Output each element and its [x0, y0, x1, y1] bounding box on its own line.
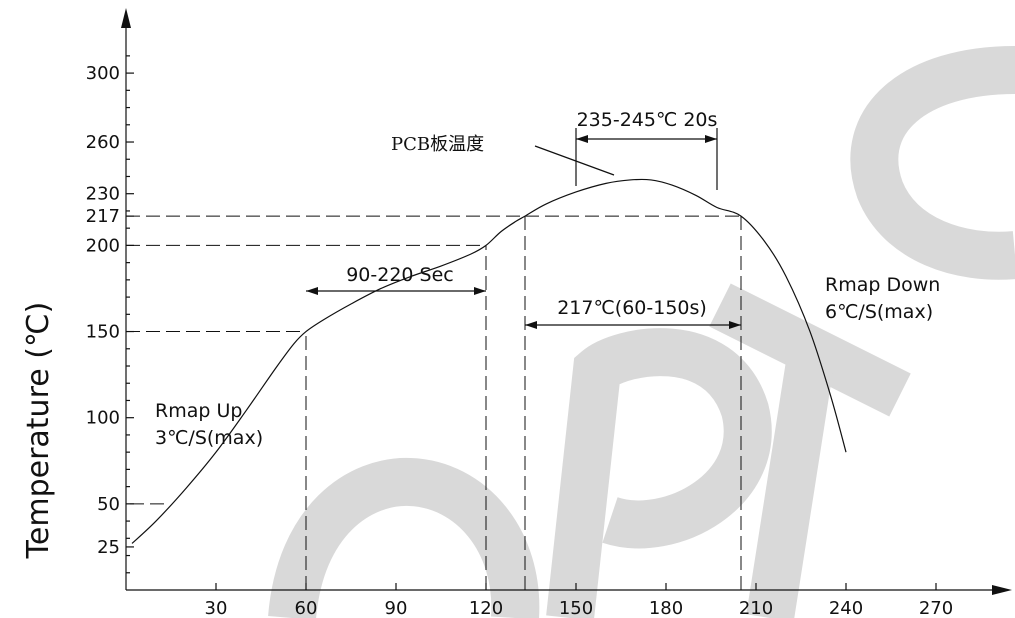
preheat-label: 90-220 Sec [346, 264, 454, 286]
y-tick-label: 260 [86, 132, 120, 153]
y-tick-label: 300 [86, 63, 120, 84]
watermark-logo [268, 46, 1015, 618]
y-tick-label: 200 [86, 235, 120, 256]
above-217-label: 217℃(60-150s) [557, 297, 707, 319]
x-tick-label: 180 [649, 598, 683, 618]
preheat-span-arrow-left [306, 287, 318, 295]
watermark-letter-c [850, 46, 1015, 280]
above-217-span-arrow-left [525, 321, 537, 329]
watermark-letter-o [268, 457, 540, 618]
preheat-span-arrow-right [474, 287, 486, 295]
ramp-up-label-line2: 3℃/S(max) [155, 427, 263, 449]
ramp-up-label-line1: Rmap Up [155, 400, 242, 422]
x-tick-label: 270 [919, 598, 953, 618]
y-tick-label: 100 [86, 408, 120, 429]
x-tick-label: 30 [205, 598, 228, 618]
pcb-label-leader [534, 145, 615, 176]
x-tick-label: 210 [739, 598, 773, 618]
temperature-curve [131, 178, 847, 544]
pcb-temperature-label: PCB板温度 [391, 134, 484, 155]
x-tick-label: 120 [469, 598, 503, 618]
y-tick-label: 217 [86, 206, 120, 227]
x-tick-label: 90 [385, 598, 408, 618]
x-tick-label: 60 [295, 598, 318, 618]
watermark-letter-p [546, 328, 772, 618]
peak-label: 235-245℃ 20s [577, 109, 718, 131]
ramp-down-label-line2: 6℃/S(max) [825, 301, 933, 323]
y-axis-label: Temperature (℃) [21, 302, 56, 560]
above-217-span-arrow-right [729, 321, 741, 329]
y-tick-label: 50 [97, 494, 120, 515]
peak-span-arrow-right [705, 135, 717, 143]
x-axis-arrow [992, 585, 1012, 595]
ramp-down-label-line1: Rmap Down [825, 274, 940, 296]
y-tick-label: 230 [86, 184, 120, 205]
y-tick-label: 150 [86, 322, 120, 343]
peak-span-arrow-left [576, 135, 588, 143]
watermark-letter-t-stem [746, 346, 836, 618]
x-tick-label: 150 [559, 598, 593, 618]
y-tick-label: 25 [97, 537, 120, 558]
y-axis-arrow [121, 8, 131, 28]
x-tick-label: 240 [829, 598, 863, 618]
